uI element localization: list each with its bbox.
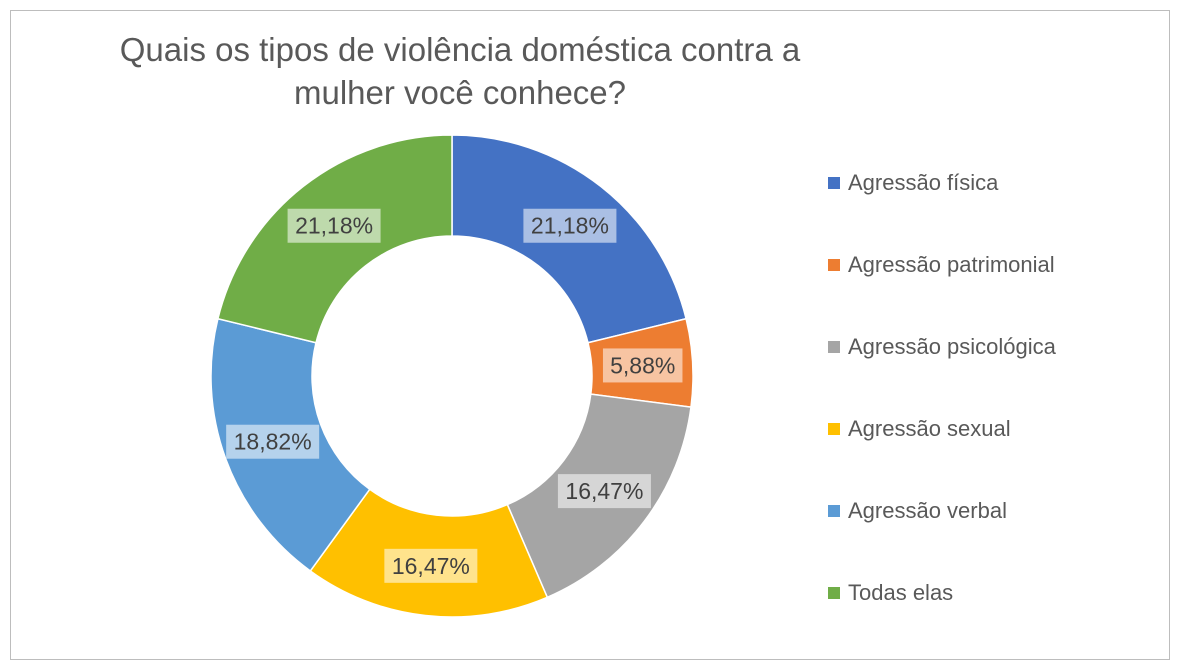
legend-item-agressao-patrimonial: Agressão patrimonial [828, 224, 1158, 306]
legend-item-todas-elas: Todas elas [828, 552, 1158, 634]
legend-label: Agressão patrimonial [848, 252, 1055, 277]
legend-swatch [828, 259, 840, 271]
legend-item-agressao-verbal: Agressão verbal [828, 470, 1158, 552]
legend-swatch [828, 341, 840, 353]
svg-text:5,88%: 5,88% [610, 352, 675, 378]
legend-label: Todas elas [848, 580, 954, 605]
legend-item-agressao-fisica: Agressão física [828, 142, 1158, 224]
data-label-agressao-psicologica: 16,47% [557, 474, 651, 509]
svg-text:21,18%: 21,18% [531, 213, 609, 239]
svg-text:21,18%: 21,18% [295, 213, 373, 239]
data-labels: 21,18% 5,88% 16,47% 16,47% 18,82% 21,18% [226, 208, 683, 583]
svg-text:18,82%: 18,82% [234, 429, 312, 455]
legend-swatch [828, 587, 840, 599]
data-label-todas-elas: 21,18% [287, 208, 381, 243]
legend-item-agressao-sexual: Agressão sexual [828, 388, 1158, 470]
legend-label: Agressão psicológica [848, 334, 1056, 359]
svg-text:16,47%: 16,47% [392, 553, 470, 579]
legend-swatch [828, 505, 840, 517]
data-label-agressao-verbal: 18,82% [226, 424, 320, 459]
legend-label: Agressão física [848, 170, 999, 195]
legend-swatch [828, 423, 840, 435]
legend-item-agressao-psicologica: Agressão psicológica [828, 306, 1158, 388]
data-label-agressao-fisica: 21,18% [523, 208, 617, 243]
data-label-agressao-patrimonial: 5,88% [602, 348, 683, 383]
legend-swatch [828, 177, 840, 189]
chart-legend: Agressão física Agressão patrimonial Agres… [828, 142, 1158, 634]
data-label-agressao-sexual: 16,47% [384, 548, 478, 583]
svg-text:16,47%: 16,47% [565, 478, 643, 504]
legend-label: Agressão sexual [848, 416, 1011, 441]
chart-title: Quais os tipos de violência doméstica co… [119, 31, 801, 111]
legend-label: Agressão verbal [848, 498, 1007, 523]
